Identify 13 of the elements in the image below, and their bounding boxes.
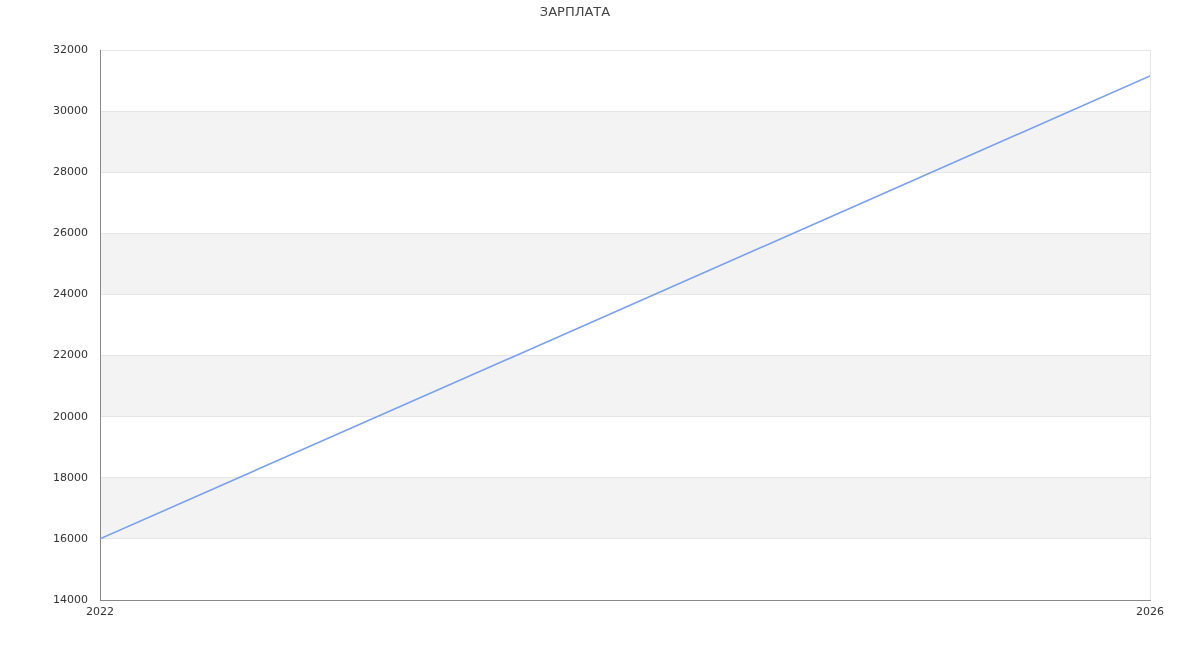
y-tick-label: 32000 <box>53 42 88 56</box>
y-tick-label: 24000 <box>53 287 88 301</box>
y-tick-label: 28000 <box>53 165 88 179</box>
y-tick-label: 20000 <box>53 409 88 423</box>
chart-title: ЗАРПЛАТА <box>539 4 611 20</box>
y-tick-label: 22000 <box>53 348 88 362</box>
x-tick-label: 2026 <box>1136 605 1164 619</box>
y-tick-label: 26000 <box>53 226 88 240</box>
x-tick-label: 2022 <box>86 605 114 619</box>
y-tick-label: 14000 <box>53 592 88 606</box>
y-tick-label: 30000 <box>53 103 88 117</box>
y-tick-label: 18000 <box>53 470 88 484</box>
y-tick-label: 16000 <box>53 531 88 545</box>
